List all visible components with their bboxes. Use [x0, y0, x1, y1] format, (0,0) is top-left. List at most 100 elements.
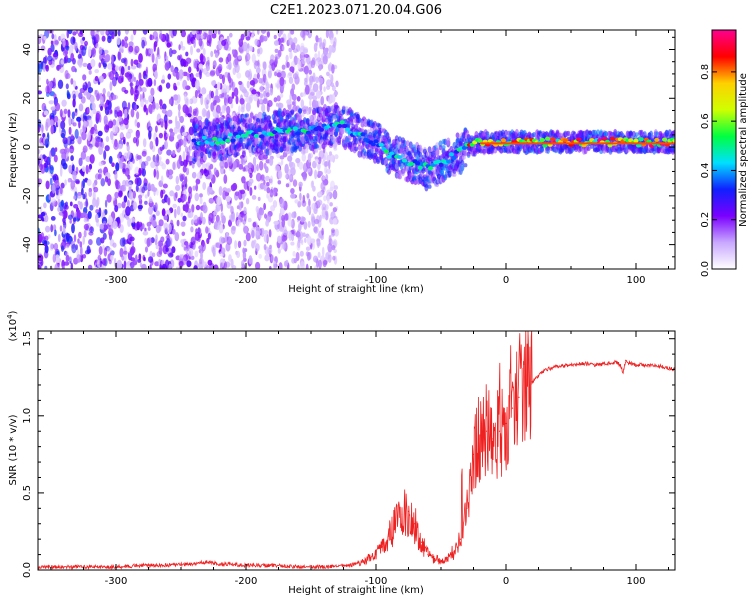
- noise-speckle: [222, 190, 227, 200]
- noise-speckle: [194, 250, 199, 258]
- signal-core: [446, 159, 452, 164]
- noise-speckle: [43, 202, 47, 209]
- noise-speckle: [174, 232, 180, 242]
- signal-halo: [254, 113, 259, 120]
- noise-speckle: [197, 90, 201, 95]
- signal-core: [253, 133, 259, 138]
- noise-speckle: [225, 99, 228, 107]
- noise-speckle: [148, 95, 154, 103]
- noise-speckle: [303, 221, 308, 230]
- noise-speckle: [243, 181, 248, 190]
- noise-speckle: [182, 104, 188, 114]
- noise-speckle: [170, 65, 174, 73]
- noise-speckle: [199, 193, 203, 198]
- noise-speckle: [135, 184, 139, 192]
- noise-speckle: [100, 178, 106, 187]
- noise-speckle: [137, 62, 142, 69]
- noise-speckle: [220, 203, 223, 212]
- noise-speckle: [323, 195, 327, 202]
- noise-speckle: [84, 40, 88, 47]
- noise-speckle: [253, 93, 259, 102]
- signal-halo: [282, 108, 287, 116]
- noise-speckle: [92, 197, 97, 208]
- noise-speckle: [192, 185, 196, 191]
- noise-speckle: [57, 119, 61, 128]
- noise-speckle: [279, 93, 284, 98]
- noise-speckle: [238, 201, 243, 211]
- noise-speckle: [231, 49, 235, 55]
- noise-speckle: [183, 93, 187, 102]
- signal-halo: [461, 154, 466, 160]
- noise-speckle: [180, 239, 185, 244]
- noise-speckle: [104, 54, 111, 62]
- noise-speckle: [65, 201, 68, 207]
- noise-speckle: [301, 216, 306, 222]
- noise-speckle: [81, 188, 84, 196]
- noise-speckle: [83, 218, 88, 223]
- noise-speckle: [268, 229, 272, 238]
- noise-speckle: [183, 159, 188, 168]
- noise-speckle: [328, 234, 332, 244]
- noise-speckle: [94, 69, 99, 74]
- noise-speckle: [42, 62, 46, 73]
- signal-core: [417, 165, 423, 170]
- noise-speckle: [98, 145, 103, 156]
- noise-speckle: [128, 190, 134, 200]
- noise-speckle: [202, 261, 208, 268]
- noise-speckle: [115, 180, 121, 190]
- noise-speckle: [323, 86, 326, 92]
- noise-speckle: [96, 93, 100, 101]
- noise-speckle: [136, 122, 141, 128]
- noise-speckle: [252, 221, 257, 228]
- noise-speckle: [165, 32, 169, 42]
- noise-speckle: [257, 30, 260, 35]
- signal-halo: [323, 140, 327, 145]
- noise-speckle: [111, 162, 115, 167]
- noise-speckle: [213, 209, 218, 216]
- noise-speckle: [113, 142, 119, 150]
- noise-speckle: [59, 109, 63, 118]
- noise-speckle: [134, 94, 138, 102]
- noise-speckle: [266, 83, 271, 89]
- noise-speckle: [293, 258, 297, 264]
- signal-core: [451, 156, 457, 160]
- noise-speckle: [193, 39, 196, 49]
- noise-speckle: [124, 108, 128, 119]
- noise-speckle: [124, 167, 130, 177]
- noise-speckle: [332, 255, 336, 261]
- signal-halo: [354, 124, 359, 131]
- noise-speckle: [164, 62, 170, 71]
- signal-core: [212, 136, 218, 141]
- signal-halo: [265, 148, 270, 156]
- noise-speckle: [275, 56, 278, 62]
- noise-speckle: [144, 227, 147, 232]
- signal-core: [545, 136, 551, 141]
- noise-speckle: [288, 72, 293, 77]
- noise-speckle: [49, 164, 54, 175]
- noise-speckle: [322, 260, 328, 265]
- noise-speckle: [216, 104, 221, 114]
- noise-speckle: [143, 97, 146, 103]
- noise-speckle: [114, 65, 119, 71]
- noise-speckle: [289, 51, 293, 60]
- noise-speckle: [261, 103, 266, 113]
- noise-speckle: [47, 55, 53, 62]
- noise-speckle: [118, 190, 123, 198]
- noise-speckle: [79, 246, 83, 256]
- noise-speckle: [265, 78, 268, 86]
- signal-halo: [290, 110, 295, 116]
- signal-core: [230, 138, 236, 143]
- noise-speckle: [88, 239, 93, 246]
- noise-speckle: [167, 109, 173, 118]
- noise-speckle: [320, 95, 325, 106]
- noise-speckle: [155, 102, 160, 110]
- noise-speckle: [108, 155, 113, 164]
- noise-speckle: [244, 30, 250, 37]
- noise-speckle: [169, 47, 173, 58]
- noise-speckle: [63, 56, 67, 64]
- noise-speckle: [62, 236, 66, 243]
- noise-speckle: [288, 37, 294, 46]
- noise-speckle: [234, 55, 239, 66]
- signal-halo: [446, 137, 451, 145]
- noise-speckle: [209, 35, 212, 44]
